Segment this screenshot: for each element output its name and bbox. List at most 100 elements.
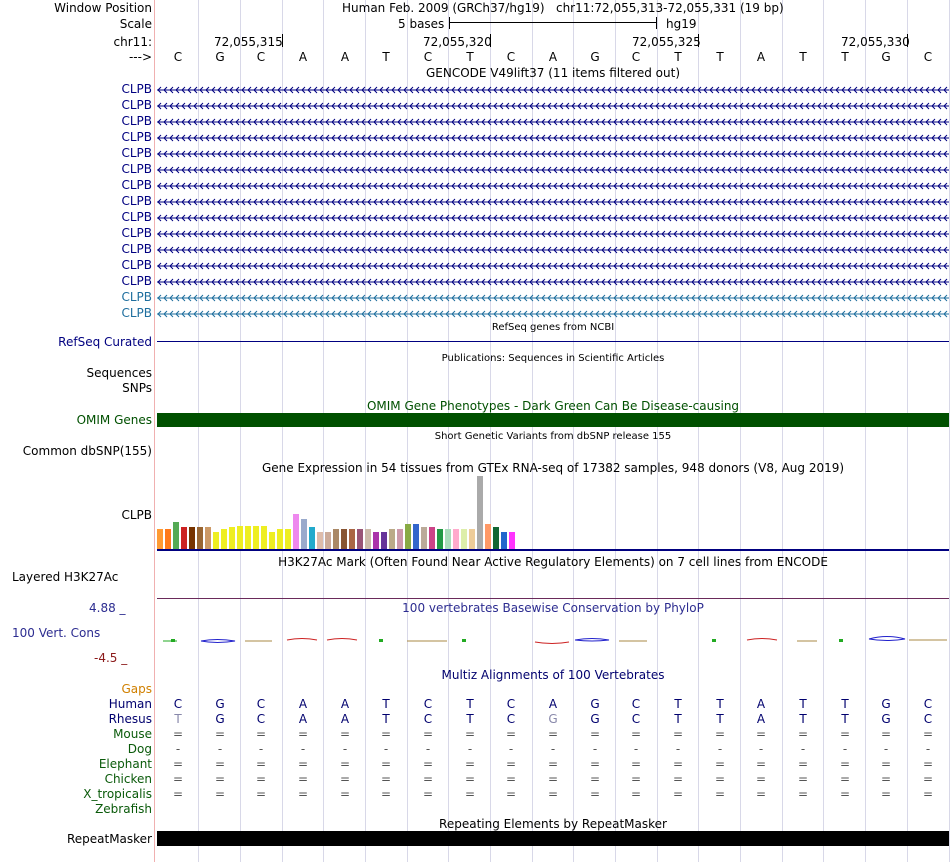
- dna-base[interactable]: T: [674, 50, 682, 64]
- dna-base[interactable]: T: [382, 50, 390, 64]
- gencode-transcript[interactable]: [157, 196, 949, 206]
- phylop-track-title[interactable]: 100 vertebrates Basewise Conservation by…: [402, 601, 704, 615]
- gtex-tissue-bar[interactable]: [221, 529, 227, 549]
- gtex-tissue-bar[interactable]: [485, 524, 491, 549]
- gtex-label[interactable]: CLPB: [121, 508, 152, 522]
- dna-base[interactable]: A: [756, 50, 766, 64]
- species-label-zebrafish[interactable]: Zebrafish: [95, 802, 152, 816]
- dna-base[interactable]: G: [590, 50, 600, 64]
- gtex-tissue-bar[interactable]: [349, 529, 355, 549]
- gaps-label[interactable]: Gaps: [121, 682, 152, 696]
- gencode-transcript[interactable]: [157, 212, 949, 222]
- species-label-elephant[interactable]: Elephant: [98, 757, 152, 771]
- gtex-tissue-bar[interactable]: [429, 527, 435, 549]
- gencode-transcript-label[interactable]: CLPB: [121, 114, 152, 128]
- gtex-tissue-bar[interactable]: [501, 532, 507, 549]
- gencode-transcript-label[interactable]: CLPB: [121, 146, 152, 160]
- dna-base[interactable]: C: [506, 50, 516, 64]
- repeatmasker-label[interactable]: RepeatMasker: [66, 832, 152, 846]
- omim-track-title[interactable]: OMIM Gene Phenotypes - Dark Green Can Be…: [366, 399, 740, 413]
- gtex-tissue-bar[interactable]: [293, 514, 299, 549]
- species-label-mouse[interactable]: Mouse: [113, 727, 152, 741]
- dna-base[interactable]: T: [799, 50, 807, 64]
- gencode-transcript[interactable]: [157, 308, 949, 318]
- h3k27ac-label[interactable]: Layered H3K27Ac: [12, 570, 119, 584]
- gtex-tissue-bar[interactable]: [157, 529, 163, 549]
- gtex-tissue-bar[interactable]: [213, 532, 219, 549]
- gencode-transcript[interactable]: [157, 132, 949, 142]
- dna-base[interactable]: T: [716, 50, 724, 64]
- dna-base[interactable]: A: [548, 50, 558, 64]
- gtex-track-title[interactable]: Gene Expression in 54 tissues from GTEx …: [261, 461, 845, 475]
- publications-track-title[interactable]: Publications: Sequences in Scientific Ar…: [441, 353, 665, 364]
- species-label-chicken[interactable]: Chicken: [104, 772, 152, 786]
- gtex-tissue-bar[interactable]: [469, 529, 475, 549]
- phylop-graph[interactable]: [157, 630, 949, 650]
- publications-snps-label[interactable]: SNPs: [122, 381, 152, 395]
- phylop-label[interactable]: 100 Vert. Cons: [12, 626, 101, 640]
- refseq-track-title[interactable]: RefSeq genes from NCBI: [491, 322, 615, 333]
- dna-base[interactable]: G: [215, 50, 225, 64]
- gtex-tissue-bar[interactable]: [477, 476, 483, 549]
- gtex-tissue-bar[interactable]: [357, 529, 363, 549]
- gencode-transcript-label[interactable]: CLPB: [121, 98, 152, 112]
- species-label-rhesus[interactable]: Rhesus: [108, 712, 152, 726]
- gtex-tissue-bar[interactable]: [189, 527, 195, 549]
- gtex-tissue-bar[interactable]: [421, 527, 427, 549]
- gencode-track-title[interactable]: GENCODE V49lift37 (11 items filtered out…: [425, 66, 680, 80]
- dna-base[interactable]: T: [841, 50, 849, 64]
- gtex-tissue-bar[interactable]: [405, 524, 411, 549]
- gencode-transcript-label[interactable]: CLPB: [121, 194, 152, 208]
- gencode-transcript[interactable]: [157, 244, 949, 254]
- dbsnp-label[interactable]: Common dbSNP(155): [22, 444, 152, 458]
- refseq-label[interactable]: RefSeq Curated: [58, 335, 152, 349]
- dna-base[interactable]: C: [256, 50, 266, 64]
- gtex-tissue-bar[interactable]: [277, 529, 283, 549]
- gtex-tissue-bar[interactable]: [285, 529, 291, 549]
- gencode-transcript[interactable]: [157, 148, 949, 158]
- gtex-tissue-bar[interactable]: [453, 529, 459, 549]
- dna-base[interactable]: A: [340, 50, 350, 64]
- gtex-tissue-bar[interactable]: [341, 529, 347, 549]
- gtex-tissue-bar[interactable]: [237, 526, 243, 549]
- gtex-tissue-bar[interactable]: [493, 527, 499, 549]
- gtex-tissue-bar[interactable]: [173, 522, 179, 549]
- repeatmasker-track-title[interactable]: Repeating Elements by RepeatMasker: [439, 817, 667, 831]
- dna-base[interactable]: C: [173, 50, 183, 64]
- gtex-tissue-bar[interactable]: [261, 526, 267, 549]
- gtex-tissue-bar[interactable]: [509, 532, 515, 549]
- refseq-gene-line[interactable]: [157, 341, 949, 342]
- gencode-transcript[interactable]: [157, 260, 949, 270]
- gencode-transcript-label[interactable]: CLPB: [121, 130, 152, 144]
- gtex-tissue-bar[interactable]: [397, 529, 403, 549]
- repeatmasker-element[interactable]: [157, 831, 949, 846]
- publications-sequences-label[interactable]: Sequences: [86, 366, 152, 380]
- gtex-tissue-bar[interactable]: [205, 527, 211, 549]
- species-label-dog[interactable]: Dog: [127, 742, 152, 756]
- gencode-transcript[interactable]: [157, 116, 949, 126]
- gencode-transcript-label[interactable]: CLPB: [121, 162, 152, 176]
- omim-gene-bar[interactable]: [157, 413, 949, 427]
- gencode-transcript-label[interactable]: CLPB: [121, 306, 152, 320]
- dna-base[interactable]: T: [466, 50, 474, 64]
- gencode-transcript-label[interactable]: CLPB: [121, 274, 152, 288]
- species-label-human[interactable]: Human: [108, 697, 152, 711]
- dna-base[interactable]: A: [298, 50, 308, 64]
- gtex-expression-bars[interactable]: [157, 476, 949, 549]
- gtex-tissue-bar[interactable]: [325, 532, 331, 549]
- gtex-tissue-bar[interactable]: [301, 519, 307, 549]
- gtex-tissue-bar[interactable]: [445, 529, 451, 549]
- gtex-tissue-bar[interactable]: [229, 527, 235, 549]
- gtex-tissue-bar[interactable]: [389, 529, 395, 549]
- gtex-tissue-bar[interactable]: [381, 532, 387, 549]
- omim-label[interactable]: OMIM Genes: [76, 413, 152, 427]
- gencode-transcript-label[interactable]: CLPB: [121, 290, 152, 304]
- gencode-transcript[interactable]: [157, 100, 949, 110]
- multiz-track-title[interactable]: Multiz Alignments of 100 Vertebrates: [441, 668, 665, 682]
- gtex-tissue-bar[interactable]: [245, 526, 251, 549]
- gtex-tissue-bar[interactable]: [373, 532, 379, 549]
- gencode-transcript-label[interactable]: CLPB: [121, 242, 152, 256]
- dna-base[interactable]: C: [423, 50, 433, 64]
- gtex-tissue-bar[interactable]: [165, 529, 171, 549]
- gtex-tissue-bar[interactable]: [197, 527, 203, 549]
